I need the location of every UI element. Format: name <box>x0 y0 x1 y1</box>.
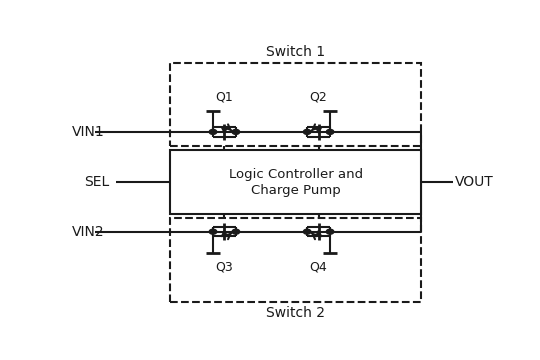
Circle shape <box>209 229 217 234</box>
Circle shape <box>303 129 311 134</box>
Text: VIN2: VIN2 <box>72 225 104 239</box>
Text: Switch 1: Switch 1 <box>266 45 325 59</box>
Bar <box>170 218 421 302</box>
Circle shape <box>326 129 334 134</box>
Circle shape <box>209 129 217 134</box>
Text: VOUT: VOUT <box>455 175 494 189</box>
Circle shape <box>232 129 240 134</box>
Circle shape <box>326 229 334 234</box>
Bar <box>170 150 421 214</box>
Text: Q2: Q2 <box>310 90 327 103</box>
Text: Q1: Q1 <box>215 90 233 103</box>
Bar <box>170 63 421 146</box>
Text: VIN1: VIN1 <box>72 125 104 139</box>
Text: Q3: Q3 <box>215 260 233 273</box>
Text: Switch 2: Switch 2 <box>266 306 325 320</box>
Circle shape <box>232 229 240 234</box>
Circle shape <box>303 229 311 234</box>
Text: Logic Controller and: Logic Controller and <box>228 167 363 180</box>
Text: Q4: Q4 <box>310 260 327 273</box>
Text: Charge Pump: Charge Pump <box>251 184 340 197</box>
Text: SEL: SEL <box>84 175 110 189</box>
